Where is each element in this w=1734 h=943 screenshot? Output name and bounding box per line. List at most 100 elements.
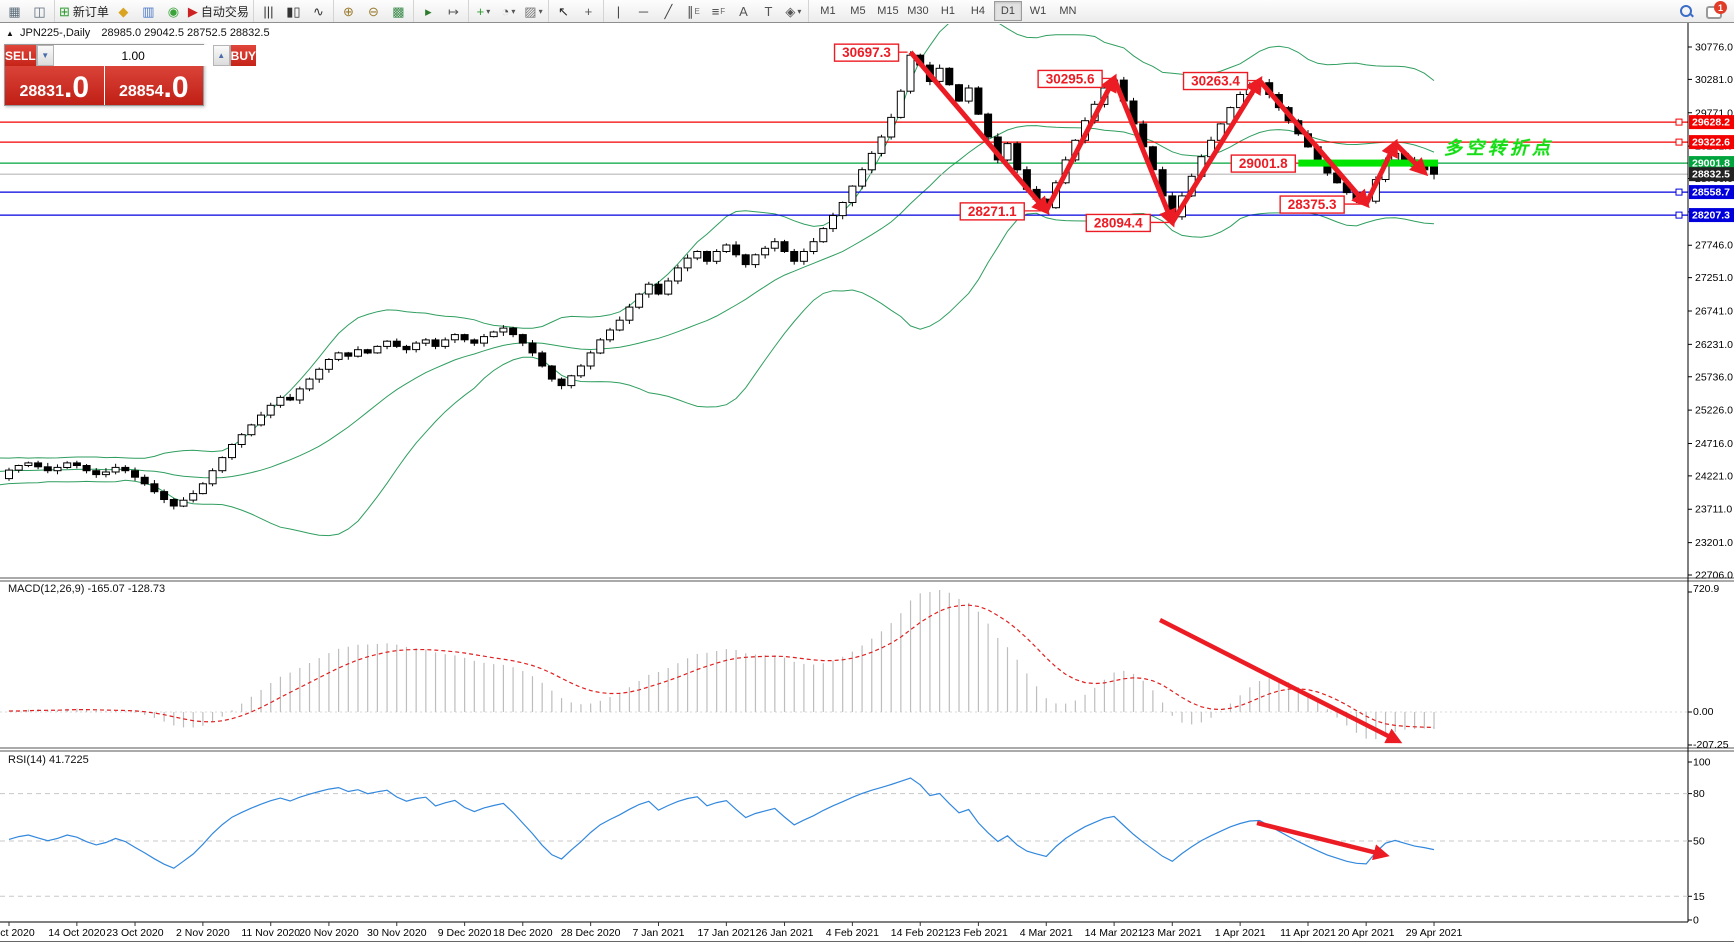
indicators-icon[interactable]: + ▾ bbox=[476, 3, 491, 19]
timeframe-m30-button[interactable]: M30 bbox=[907, 5, 929, 17]
timeframe-w1-button[interactable]: W1 bbox=[1029, 5, 1047, 17]
auto-scroll-icon[interactable]: ▸ bbox=[425, 3, 432, 19]
price-callout-text: 28271.1 bbox=[968, 204, 1017, 219]
macd-scale-zero: 0.00 bbox=[1693, 706, 1714, 718]
candle-body bbox=[576, 365, 585, 377]
text-icon[interactable]: A bbox=[739, 3, 748, 19]
metaeditor-icon[interactable]: ◆ bbox=[118, 3, 129, 19]
line-handle[interactable] bbox=[1675, 138, 1683, 146]
charts-grid-icon[interactable]: ▦ bbox=[8, 3, 21, 19]
fibonacci-icon[interactable]: ≡ F bbox=[711, 3, 726, 19]
trend-arrow[interactable] bbox=[1393, 141, 1429, 177]
time-axis-label: 28 Dec 2020 bbox=[561, 927, 621, 939]
buy-price[interactable]: 28854 .0 bbox=[104, 66, 203, 105]
svg-text:29322.6: 29322.6 bbox=[1692, 137, 1730, 149]
price-callout-box[interactable] bbox=[833, 43, 900, 62]
price-callout-box[interactable] bbox=[1085, 213, 1151, 233]
equidistant-channel-icon[interactable]: ∥ E bbox=[687, 3, 700, 19]
templates-icon[interactable]: ▨ ▾ bbox=[524, 3, 543, 19]
market-watch-icon[interactable]: ▥ bbox=[142, 3, 155, 19]
crosshair-icon[interactable]: + bbox=[584, 3, 593, 19]
candle-body bbox=[334, 352, 343, 360]
trend-arrow[interactable] bbox=[908, 50, 1050, 215]
collapse-triangle-icon[interactable]: ▲ bbox=[6, 29, 14, 38]
time-axis-label: 23 Mar 2021 bbox=[1143, 927, 1202, 939]
text-label-icon[interactable]: T bbox=[764, 3, 773, 19]
timeframe-mn-button[interactable]: MN bbox=[1059, 5, 1077, 17]
new-order-icon[interactable]: ⊞ 新订单 bbox=[59, 3, 109, 19]
candle-body bbox=[1013, 143, 1022, 171]
svg-text:28832.5: 28832.5 bbox=[1692, 169, 1730, 181]
time-axis-label: 18 Dec 2020 bbox=[493, 927, 553, 939]
cursor-icon[interactable]: ↖ bbox=[557, 3, 569, 19]
bar-chart-mode-icon[interactable]: ||| bbox=[263, 3, 274, 19]
zoom-in-icon[interactable]: ⊕ bbox=[342, 3, 354, 19]
candle-body bbox=[228, 444, 236, 459]
candle-body bbox=[596, 339, 605, 354]
price-callout-box[interactable] bbox=[959, 202, 1025, 221]
volume-down-button[interactable]: ▼ bbox=[36, 45, 54, 66]
candle-body bbox=[974, 87, 983, 115]
rsi-pane-label: RSI(14) 41.7225 bbox=[8, 754, 89, 766]
time-axis-label: 23 Oct 2020 bbox=[106, 927, 163, 939]
time-axis-label: 1 Apr 2021 bbox=[1215, 927, 1266, 939]
candle-body bbox=[383, 340, 392, 347]
trend-arrow[interactable] bbox=[1257, 78, 1370, 209]
horizontal-line-icon[interactable]: ─ bbox=[638, 3, 649, 19]
sell-price[interactable]: 28831 .0 bbox=[5, 66, 104, 105]
time-axis-label: 11 Apr 2021 bbox=[1280, 927, 1336, 939]
price-callout-box[interactable] bbox=[1182, 71, 1249, 91]
price-callout-box[interactable] bbox=[1279, 195, 1345, 214]
volume-input[interactable] bbox=[53, 45, 213, 66]
candle-body bbox=[450, 334, 459, 341]
sell-button[interactable]: SELL bbox=[5, 45, 36, 66]
time-axis-label: 11 Nov 2020 bbox=[241, 927, 300, 939]
price-tag bbox=[1689, 156, 1734, 171]
trend-arrow[interactable] bbox=[1044, 73, 1117, 213]
turning-point-annotation-text[interactable]: 多空转折点 bbox=[1444, 138, 1554, 158]
price-callout-box[interactable] bbox=[1037, 69, 1103, 89]
timeframe-h4-button[interactable]: H4 bbox=[970, 5, 985, 17]
chat-icon[interactable]: 1 bbox=[1706, 1, 1727, 19]
candlestick-mode-icon[interactable]: ▮▯ bbox=[286, 3, 301, 19]
periods-icon[interactable]: ◔ ▾ bbox=[501, 3, 516, 19]
timeframe-m15-button[interactable]: M15 bbox=[877, 5, 899, 17]
candle-body bbox=[722, 244, 731, 252]
volume-up-button[interactable]: ▲ bbox=[212, 45, 230, 66]
timeframe-d1-button[interactable]: D1 bbox=[993, 1, 1022, 21]
timeframe-m1-button[interactable]: M1 bbox=[820, 5, 836, 17]
signals-icon[interactable]: ◉ bbox=[167, 3, 180, 19]
search-icon[interactable] bbox=[1680, 5, 1694, 18]
profiles-icon[interactable]: ◫ bbox=[33, 3, 46, 19]
price-callout-text: 30295.6 bbox=[1046, 71, 1095, 86]
time-axis-label: 4 Mar 2021 bbox=[1020, 927, 1073, 939]
timeframe-h1-button[interactable]: H1 bbox=[940, 5, 955, 17]
buy-button[interactable]: BUY bbox=[230, 45, 257, 66]
line-handle[interactable] bbox=[1675, 211, 1683, 219]
arrows-icon[interactable]: ◈ ▾ bbox=[785, 3, 802, 19]
candle-body bbox=[354, 349, 362, 357]
candle-body bbox=[557, 378, 566, 387]
trend-arrow[interactable] bbox=[1170, 75, 1263, 224]
zoom-out-icon[interactable]: ⊖ bbox=[367, 3, 379, 19]
time-axis-label: 5 Oct 2020 bbox=[0, 927, 35, 939]
candle-body bbox=[664, 280, 673, 295]
trendline-icon[interactable]: ╱ bbox=[664, 3, 673, 19]
rsi-scale-tick: 100 bbox=[1693, 757, 1711, 769]
line-handle[interactable] bbox=[1675, 118, 1683, 126]
tile-windows-icon[interactable]: ▩ bbox=[392, 3, 405, 19]
trend-arrow[interactable] bbox=[1111, 77, 1176, 228]
trend-arrow[interactable] bbox=[1363, 138, 1398, 206]
macd-trend-arrow[interactable] bbox=[1158, 617, 1403, 744]
chart-shift-icon[interactable]: ↦ bbox=[447, 3, 459, 19]
timeframe-m5-button[interactable]: M5 bbox=[850, 5, 866, 17]
price-callout-box[interactable] bbox=[1230, 154, 1297, 173]
vertical-line-icon[interactable]: | bbox=[616, 3, 621, 19]
rsi-trend-arrow[interactable] bbox=[1256, 820, 1390, 861]
line-handle[interactable] bbox=[1675, 188, 1683, 196]
candle-body bbox=[14, 465, 23, 471]
line-chart-mode-icon[interactable]: ∿ bbox=[312, 3, 324, 19]
autotrading-icon[interactable]: ▶ 自动交易 bbox=[187, 3, 249, 19]
candle-body bbox=[935, 67, 944, 82]
turning-point-segment[interactable] bbox=[1298, 159, 1439, 167]
